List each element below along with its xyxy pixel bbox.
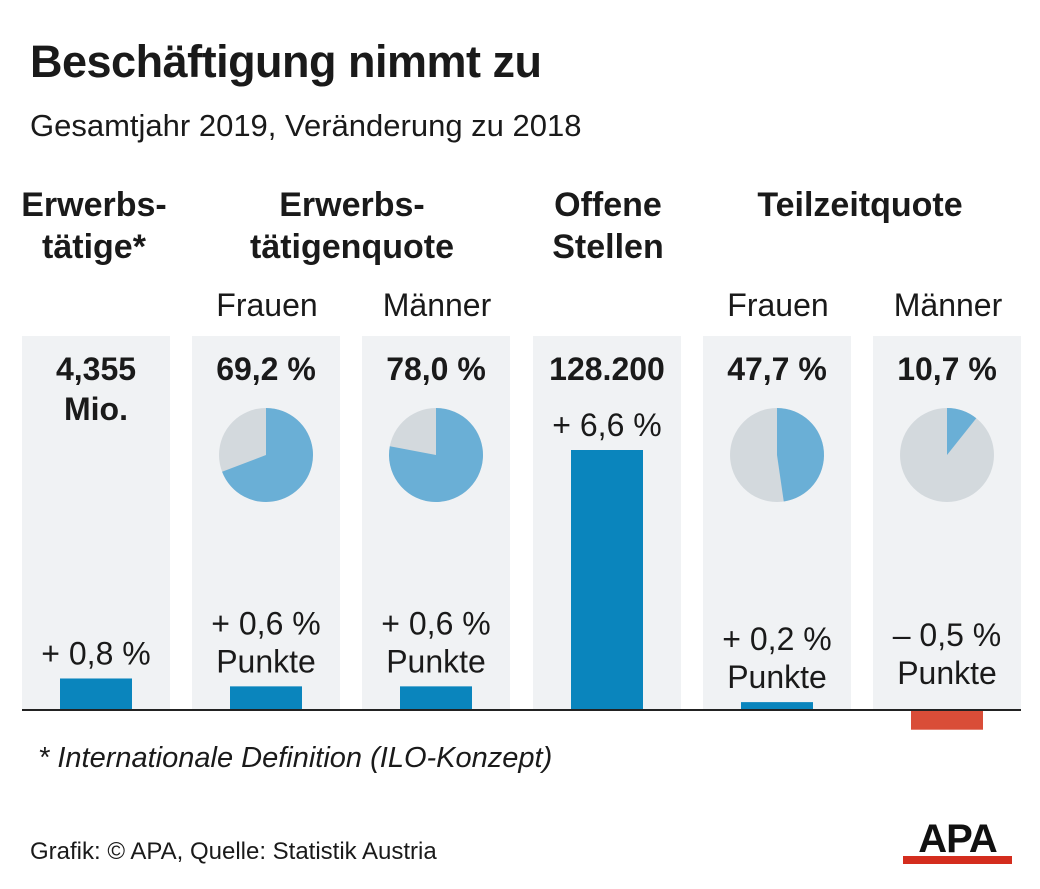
level-value-2: 78,0 % [386,351,486,387]
level-value-4: 47,7 % [727,351,827,387]
level-value-5: 10,7 % [897,351,997,387]
change-label-1: + 0,6 % Punkte [211,605,320,679]
pie-share-2 [388,408,483,502]
panel-1 [192,336,340,710]
pie-share-5 [947,408,977,455]
panel-4 [703,336,851,710]
subheader-frauen-teilzeit: Frauen [727,287,829,323]
panel-5 [873,336,1021,710]
column-header-erwerbstaetigenquote: Erwerbs- tätigenquote [250,186,454,266]
change-bar-4 [741,702,813,710]
subheader-maenner-teilzeit: Männer [893,287,1003,323]
change-label-3: + 6,6 % [552,407,661,443]
column-header-offene-stellen: Offene Stellen [552,186,664,266]
change-label-0: + 0,8 % [41,635,150,671]
source-credit: Grafik: © APA, Quelle: Statistik Austria [30,838,437,865]
change-label-5: – 0,5 % Punkte [893,617,1002,691]
apa-logo: APA [903,818,1012,864]
change-bar-3 [571,450,643,710]
level-value-3: 128.200 [549,351,665,387]
pie-share-1 [222,408,314,502]
chart-title: Beschäftigung nimmt zu [30,36,542,87]
level-value-0: 4,355 Mio. [56,351,136,427]
svg-text:APA: APA [918,818,997,861]
change-bar-2 [400,686,472,710]
change-bar-0 [60,678,132,710]
level-value-1: 69,2 % [216,351,316,387]
subheader-maenner: Männer [382,287,492,323]
panel-2 [362,336,510,710]
footnote: * Internationale Definition (ILO-Konzept… [38,742,553,774]
change-label-2: + 0,6 % Punkte [381,605,490,679]
column-header-teilzeitquote: Teilzeitquote [757,186,963,224]
panel-0 [22,336,170,710]
pie-share-4 [777,408,825,502]
change-bar-1 [230,686,302,710]
change-label-4: + 0,2 % Punkte [722,621,831,695]
subheader-frauen: Frauen [216,287,318,323]
column-header-erwerbstaetige: Erwerbs- tätige* [21,186,167,266]
change-bar-5 [911,710,983,730]
chart-subtitle: Gesamtjahr 2019, Veränderung zu 2018 [30,108,582,143]
